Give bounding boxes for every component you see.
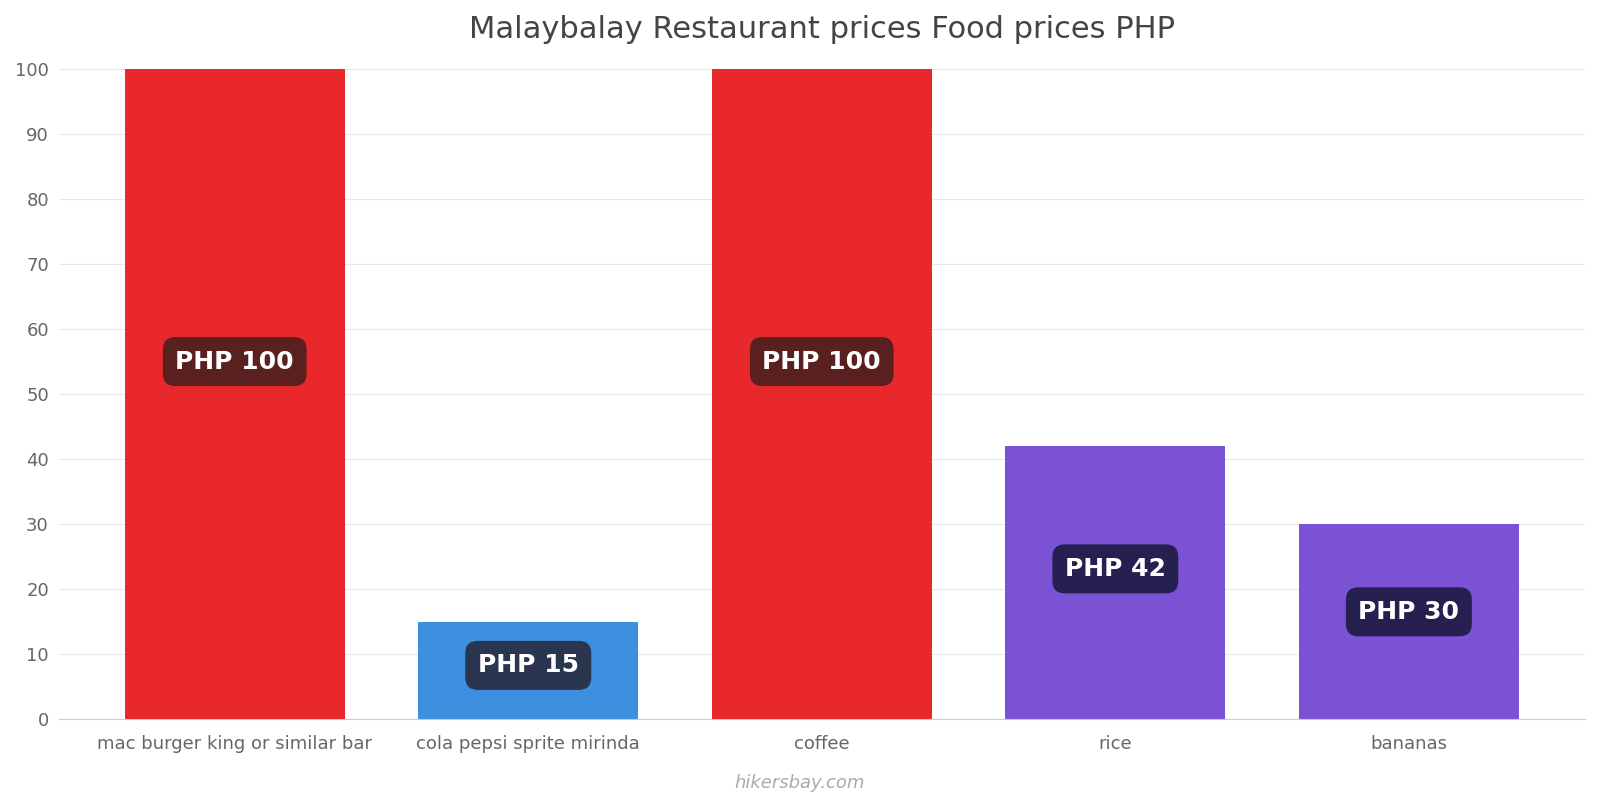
Bar [712,69,931,719]
Text: PHP 30: PHP 30 [1358,600,1459,624]
Text: PHP 100: PHP 100 [763,350,882,374]
Bar [1299,524,1518,719]
Title: Malaybalay Restaurant prices Food prices PHP: Malaybalay Restaurant prices Food prices… [469,15,1174,44]
Text: PHP 100: PHP 100 [176,350,294,374]
Text: PHP 42: PHP 42 [1066,557,1166,581]
Bar [1005,446,1226,719]
Text: hikersbay.com: hikersbay.com [734,774,866,792]
Text: PHP 15: PHP 15 [478,654,579,678]
Bar [418,622,638,719]
Bar [125,69,344,719]
